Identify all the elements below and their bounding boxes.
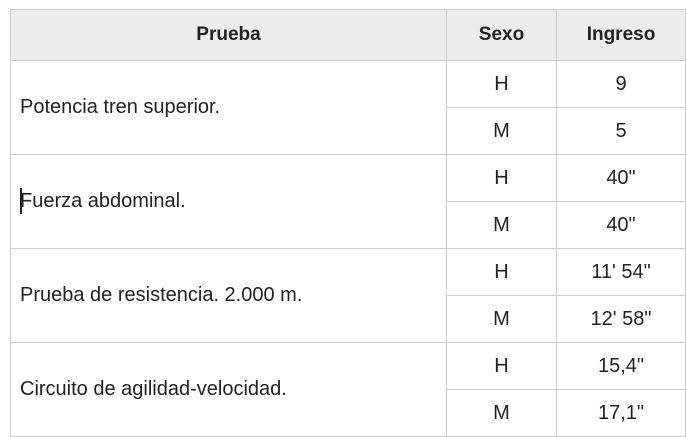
table-row: Potencia tren superior. H 9 bbox=[10, 60, 686, 155]
ingreso-cell[interactable]: 40" bbox=[556, 201, 686, 249]
requirements-table: Prueba Sexo Ingreso Potencia tren superi… bbox=[10, 9, 686, 437]
ingreso-cell[interactable]: 9 bbox=[556, 60, 686, 108]
table-row: Prueba de resistencia. 2.000 m. H 11' 54… bbox=[10, 248, 686, 343]
text-caret bbox=[20, 188, 22, 214]
ingreso-cell[interactable]: 17,1" bbox=[556, 389, 686, 437]
prueba-text: Fuerza abdominal. bbox=[20, 190, 186, 212]
prueba-cell[interactable]: Fuerza abdominal. bbox=[10, 154, 447, 249]
ingreso-cell[interactable]: 40" bbox=[556, 154, 686, 202]
prueba-cell[interactable]: Circuito de agilidad-velocidad. bbox=[10, 342, 447, 437]
prueba-cell[interactable]: Potencia tren superior. bbox=[10, 60, 447, 155]
table-row: M 5 bbox=[11, 107, 686, 155]
sexo-cell[interactable]: M bbox=[446, 295, 557, 343]
sexo-cell[interactable]: H bbox=[446, 342, 557, 390]
ingreso-cell[interactable]: 11' 54" bbox=[556, 248, 686, 296]
table-row: M 17,1" bbox=[11, 389, 686, 437]
header-ingreso: Ingreso bbox=[556, 9, 686, 61]
table-row: Fuerza abdominal. H 40" bbox=[10, 154, 686, 249]
sexo-cell[interactable]: H bbox=[446, 60, 557, 108]
sexo-cell[interactable]: H bbox=[446, 248, 557, 296]
prueba-cell[interactable]: Prueba de resistencia. 2.000 m. bbox=[10, 248, 447, 343]
ingreso-cell[interactable]: 15,4" bbox=[556, 342, 686, 390]
header-prueba: Prueba bbox=[10, 9, 447, 61]
sexo-cell[interactable]: H bbox=[446, 154, 557, 202]
ingreso-cell[interactable]: 5 bbox=[556, 107, 686, 155]
table-row: Circuito de agilidad-velocidad. H 15,4" bbox=[10, 342, 686, 437]
sexo-cell[interactable]: M bbox=[446, 389, 557, 437]
sexo-cell[interactable]: M bbox=[446, 107, 557, 155]
sexo-cell[interactable]: M bbox=[446, 201, 557, 249]
header-sexo: Sexo bbox=[446, 9, 557, 61]
header-row: Prueba Sexo Ingreso bbox=[10, 9, 686, 61]
ingreso-cell[interactable]: 12' 58" bbox=[556, 295, 686, 343]
table-row: M 12' 58" bbox=[11, 295, 686, 343]
